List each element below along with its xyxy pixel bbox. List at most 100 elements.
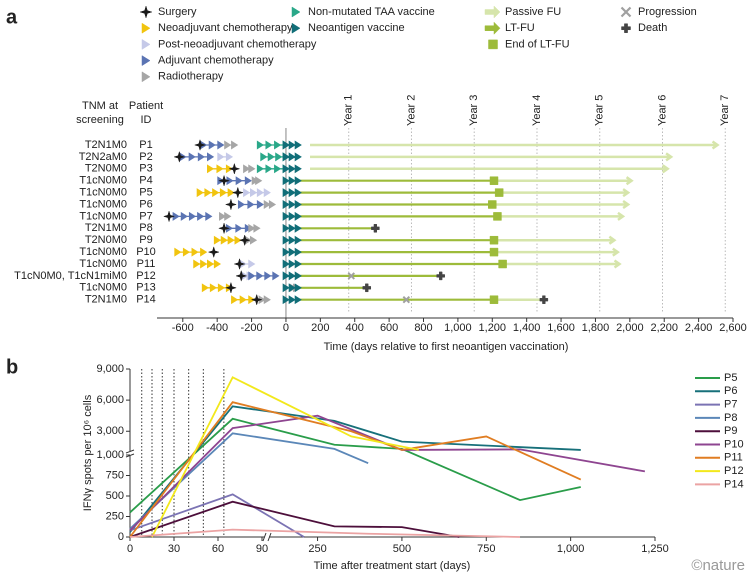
treatment bbox=[263, 200, 277, 209]
year-label: Year 6 bbox=[656, 95, 668, 126]
patient-id: P1 bbox=[139, 139, 152, 151]
event-marker bbox=[489, 176, 499, 185]
tnm-label: T1cN0M0, T1cN1miM0 bbox=[14, 270, 127, 282]
legend-label: P8 bbox=[724, 412, 737, 424]
patient-id: P5 bbox=[139, 187, 152, 199]
event-marker bbox=[233, 257, 246, 271]
legend-icon bbox=[141, 38, 151, 50]
treatment bbox=[217, 176, 252, 186]
patient-id: P10 bbox=[136, 246, 156, 258]
legend-icon bbox=[621, 23, 631, 33]
treatment bbox=[201, 283, 234, 293]
tnm-label: T2N1M0 bbox=[85, 139, 127, 151]
follow-up bbox=[497, 211, 626, 221]
x-tick-label: 2,200 bbox=[650, 322, 678, 334]
patient-id: P9 bbox=[139, 234, 152, 246]
series-line bbox=[129, 414, 646, 532]
x-tick-label: 60 bbox=[212, 543, 224, 555]
y-tick-label: 9,000 bbox=[96, 363, 124, 375]
treatment bbox=[256, 164, 290, 174]
legend-icon bbox=[141, 71, 151, 83]
x-tick-label: 2,600 bbox=[719, 322, 747, 334]
event-marker bbox=[362, 283, 372, 293]
series-line bbox=[129, 401, 582, 538]
event-marker bbox=[217, 174, 231, 187]
legend-label: Adjuvant chemotherapy bbox=[158, 55, 274, 67]
tnm-label: T2N1M0 bbox=[85, 294, 127, 306]
follow-up bbox=[494, 247, 620, 257]
legend-icon bbox=[484, 5, 501, 19]
legend-label: Neoadjuvant chemotherapy bbox=[158, 22, 293, 34]
x-tick-label: 2,000 bbox=[616, 322, 644, 334]
x-tick-label: 1,250 bbox=[641, 543, 669, 555]
event-marker bbox=[489, 235, 499, 245]
patient-id: P14 bbox=[136, 294, 156, 306]
x-tick-label: 750 bbox=[477, 543, 495, 555]
year-label: Year 2 bbox=[405, 95, 417, 126]
year-label: Year 7 bbox=[719, 95, 731, 126]
follow-up bbox=[310, 164, 670, 174]
series-line bbox=[129, 417, 581, 514]
legend-label: Non-mutated TAA vaccine bbox=[308, 6, 435, 18]
legend-label: Post-neoadjuvant chemotherapy bbox=[158, 38, 317, 50]
tnm-label: T1cN0M0 bbox=[79, 282, 127, 294]
x-tick-label: -400 bbox=[206, 322, 228, 334]
legend-icon bbox=[139, 5, 153, 19]
treatment bbox=[200, 140, 225, 150]
event-marker bbox=[539, 295, 549, 304]
patient-id: P8 bbox=[139, 222, 152, 234]
tnm-label: T2N0M0 bbox=[85, 163, 127, 175]
x-axis-break bbox=[262, 532, 272, 542]
legend-label: Death bbox=[638, 22, 667, 34]
x-tick-label: 200 bbox=[311, 322, 329, 334]
patient-id: P12 bbox=[136, 270, 156, 282]
x-tick-label: 600 bbox=[380, 322, 398, 334]
event-marker bbox=[489, 247, 499, 257]
treatment bbox=[237, 200, 265, 209]
follow-up bbox=[499, 188, 631, 198]
x-tick-label: -200 bbox=[241, 322, 263, 334]
legend-icon bbox=[484, 21, 501, 35]
x-tick-label: 500 bbox=[393, 543, 411, 555]
legend-label: Passive FU bbox=[505, 6, 561, 18]
tnm-label: T2N2aM0 bbox=[79, 151, 127, 163]
y-tick-label: 1,000 bbox=[96, 449, 124, 461]
series-line bbox=[129, 432, 369, 530]
treatment bbox=[172, 211, 213, 221]
patient-id: P11 bbox=[137, 258, 156, 270]
panel-label: b bbox=[6, 356, 18, 378]
patient-id: P4 bbox=[139, 175, 152, 187]
patient-id: P7 bbox=[139, 210, 152, 222]
follow-up bbox=[310, 152, 674, 162]
y-tick-label: 3,000 bbox=[96, 425, 124, 437]
treatment bbox=[225, 223, 252, 233]
event-marker bbox=[436, 271, 445, 281]
x-tick-label: 1,000 bbox=[557, 543, 585, 555]
treatment bbox=[282, 200, 302, 209]
treatment bbox=[282, 140, 302, 150]
x-tick-label: 90 bbox=[256, 543, 268, 555]
x-tick-label: 1,000 bbox=[444, 322, 472, 334]
y-axis-break bbox=[125, 449, 135, 458]
year-label: Year 5 bbox=[594, 95, 606, 126]
follow-up bbox=[494, 176, 634, 186]
treatment bbox=[248, 223, 261, 233]
treatment bbox=[260, 152, 290, 162]
treatment bbox=[224, 140, 239, 150]
row-header: screening bbox=[76, 114, 124, 126]
year-label: Year 1 bbox=[343, 95, 355, 126]
tnm-label: T1cN0M0 bbox=[79, 210, 127, 222]
legend-label: Surgery bbox=[158, 6, 197, 18]
legend-icon bbox=[141, 22, 151, 34]
x-tick-label: 250 bbox=[308, 543, 326, 555]
event-marker bbox=[238, 234, 251, 247]
legend-icon bbox=[141, 55, 151, 67]
series-line bbox=[151, 376, 419, 538]
event-marker bbox=[193, 138, 207, 152]
x-tick-label: 0 bbox=[283, 322, 289, 334]
treatment bbox=[243, 164, 256, 174]
legend-label: P12 bbox=[724, 465, 744, 477]
x-tick-label: 1,800 bbox=[582, 322, 610, 334]
treatment bbox=[282, 283, 302, 293]
